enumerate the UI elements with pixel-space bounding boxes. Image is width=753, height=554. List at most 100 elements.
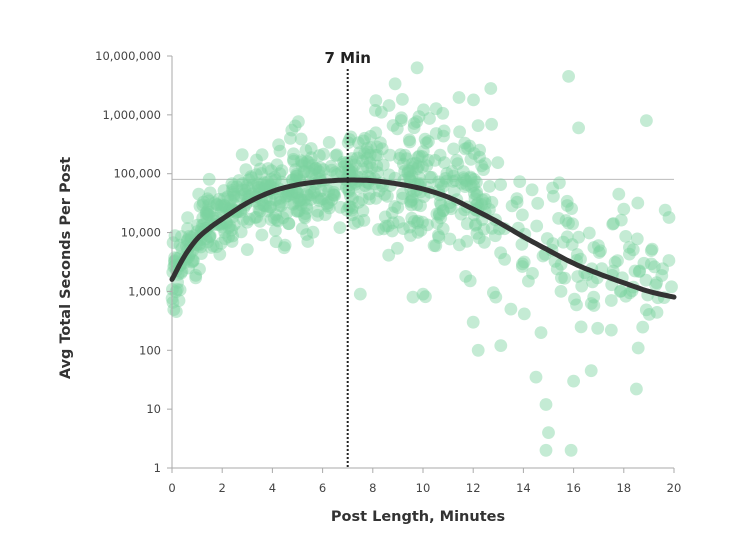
- data-point: [611, 254, 624, 267]
- data-point: [434, 211, 448, 225]
- data-point: [225, 235, 239, 248]
- data-point: [558, 271, 572, 285]
- data-point: [639, 273, 653, 287]
- data-point: [225, 177, 239, 191]
- data-point: [568, 292, 581, 306]
- data-point: [329, 149, 343, 163]
- data-point: [376, 158, 390, 172]
- data-point: [253, 204, 267, 218]
- data-point: [343, 133, 356, 146]
- data-point: [261, 162, 275, 175]
- data-point: [409, 156, 422, 170]
- y-tick-label: 1: [154, 461, 161, 475]
- data-point: [400, 152, 413, 166]
- data-point: [210, 198, 224, 211]
- data-point: [218, 199, 231, 213]
- data-point: [282, 217, 296, 231]
- data-point: [369, 126, 383, 140]
- data-point: [396, 93, 409, 106]
- data-point: [488, 229, 502, 243]
- x-tick-label: 20: [667, 481, 682, 495]
- data-point: [238, 184, 252, 197]
- data-point: [449, 174, 463, 187]
- data-point: [592, 239, 605, 253]
- data-point: [285, 187, 298, 201]
- data-point: [475, 198, 488, 212]
- data-point: [291, 186, 304, 200]
- data-point: [371, 166, 384, 179]
- x-tick-label: 14: [516, 481, 531, 495]
- data-point: [457, 171, 470, 185]
- data-point: [433, 196, 447, 209]
- data-point: [210, 198, 224, 212]
- data-point: [214, 236, 228, 250]
- data-point: [464, 171, 478, 185]
- data-point: [280, 206, 293, 220]
- data-point: [304, 142, 318, 155]
- data-point: [470, 227, 484, 240]
- data-point: [494, 339, 508, 352]
- data-point: [372, 184, 386, 198]
- data-point: [471, 197, 485, 210]
- data-point: [227, 187, 241, 201]
- data-point: [463, 274, 477, 288]
- data-point: [467, 93, 480, 107]
- data-point: [351, 151, 364, 165]
- data-point: [385, 206, 399, 220]
- data-point: [272, 199, 286, 213]
- data-point: [259, 199, 273, 213]
- x-tick-label: 0: [168, 481, 175, 495]
- data-point: [614, 213, 628, 227]
- data-point: [470, 175, 483, 189]
- data-point: [407, 215, 421, 228]
- data-point: [302, 165, 315, 179]
- data-point: [261, 204, 274, 218]
- data-point: [439, 172, 452, 185]
- data-point: [268, 173, 282, 187]
- data-point: [259, 179, 272, 193]
- data-point: [169, 305, 183, 318]
- data-point: [309, 162, 322, 176]
- data-point: [200, 205, 213, 219]
- data-point: [298, 207, 312, 221]
- data-point: [420, 136, 433, 150]
- data-point: [591, 321, 605, 335]
- data-point: [196, 211, 210, 225]
- data-point: [458, 180, 472, 194]
- data-point: [530, 219, 544, 233]
- data-point: [369, 148, 383, 162]
- data-point: [416, 215, 429, 229]
- data-point: [256, 198, 270, 212]
- data-point: [246, 178, 260, 192]
- data-point: [517, 307, 531, 321]
- data-point: [410, 115, 424, 129]
- data-point: [430, 216, 444, 230]
- data-point: [396, 187, 409, 201]
- data-point: [444, 202, 458, 216]
- data-point: [398, 148, 412, 162]
- data-point: [250, 210, 264, 224]
- data-point: [418, 132, 432, 146]
- data-point: [202, 172, 216, 186]
- data-point: [299, 144, 313, 157]
- data-point: [397, 157, 410, 171]
- data-point: [202, 208, 216, 222]
- data-point: [309, 161, 323, 175]
- data-point: [223, 219, 237, 233]
- data-point: [402, 164, 415, 178]
- data-point: [378, 188, 392, 201]
- data-point: [483, 203, 496, 216]
- data-point: [468, 192, 482, 206]
- data-point: [225, 223, 239, 237]
- y-axis-title: Avg Total Seconds Per Post: [58, 157, 74, 379]
- data-point: [405, 169, 419, 183]
- data-point: [594, 244, 607, 258]
- data-point: [330, 148, 344, 162]
- data-point: [363, 187, 376, 201]
- data-point: [381, 190, 394, 203]
- data-point: [416, 160, 429, 174]
- data-point: [632, 265, 646, 278]
- data-point: [539, 398, 553, 411]
- data-point: [172, 294, 186, 307]
- data-point: [361, 145, 375, 159]
